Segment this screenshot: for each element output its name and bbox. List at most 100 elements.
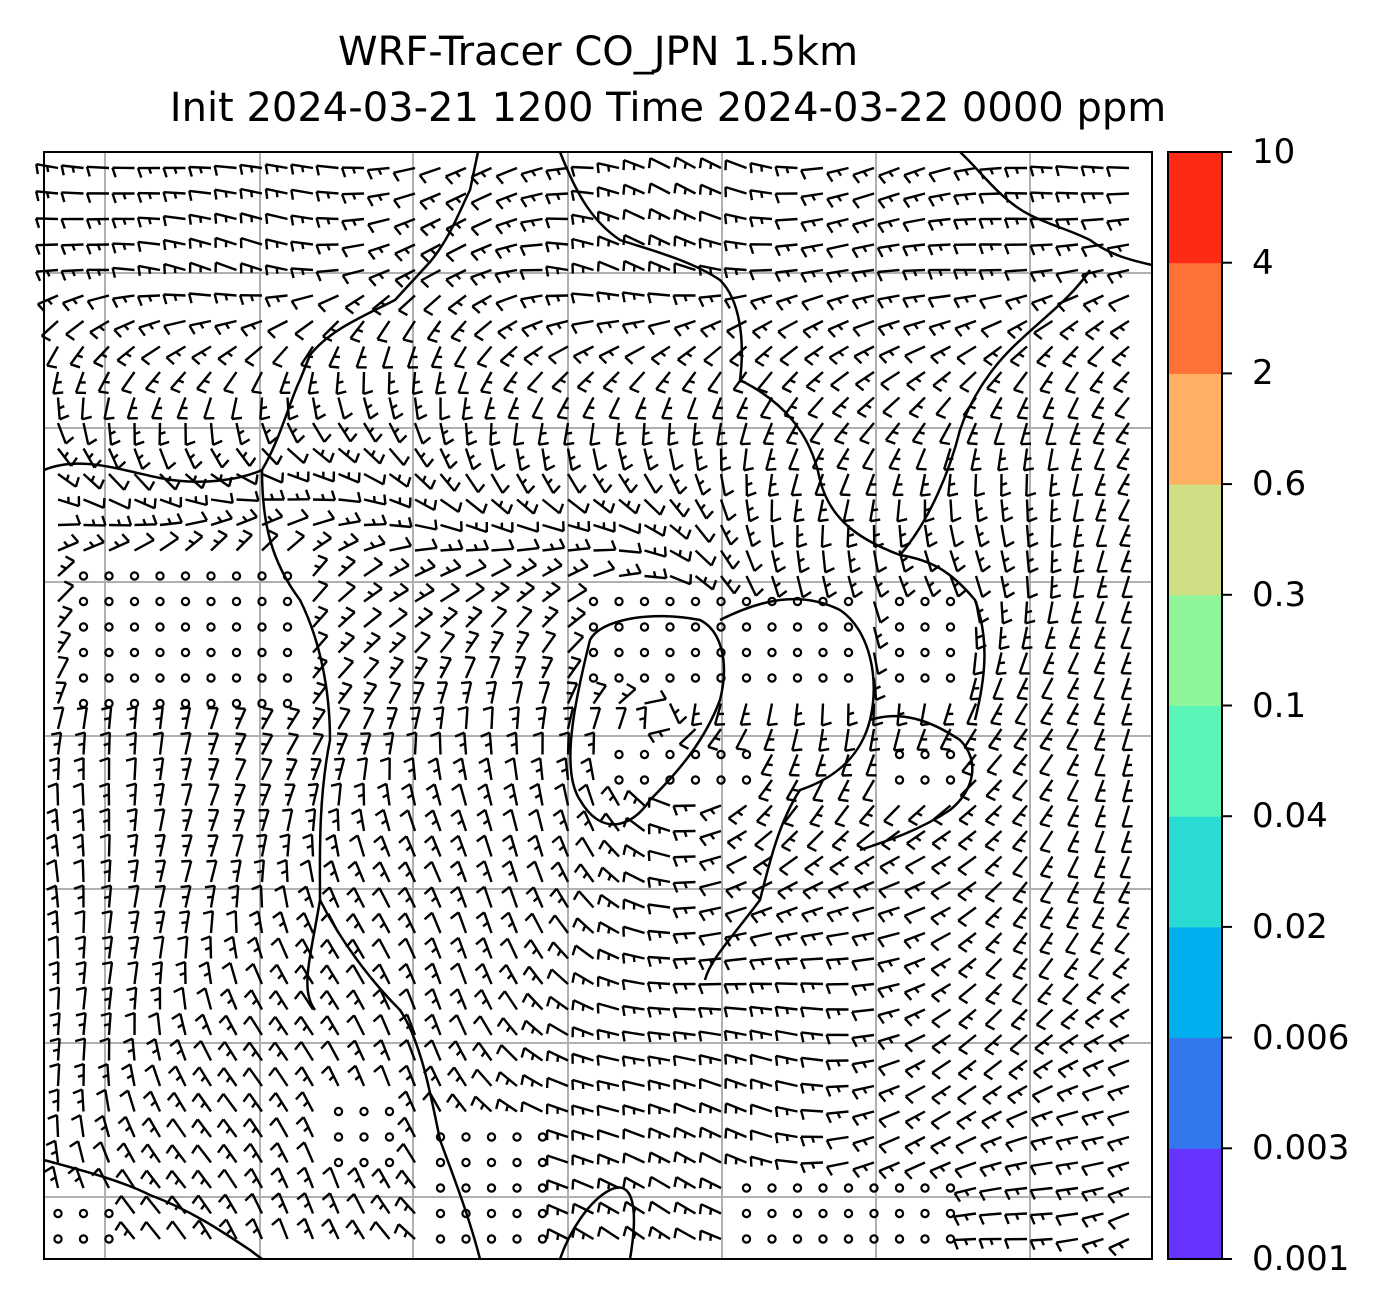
wind-barb xyxy=(1115,422,1130,445)
wind-barb xyxy=(646,981,671,993)
wind-barb xyxy=(837,779,850,803)
wind-barb xyxy=(777,880,799,900)
wind-barb xyxy=(826,906,849,923)
wind-barb xyxy=(954,1161,977,1179)
wind-barb xyxy=(82,447,102,469)
wind-barb xyxy=(457,705,469,730)
wind-barb xyxy=(978,1212,1002,1225)
wind-barb xyxy=(673,156,697,170)
wind-barb xyxy=(596,1054,620,1066)
wind-barb xyxy=(270,937,289,959)
wind-barb xyxy=(754,830,773,852)
wind-barb xyxy=(834,804,850,828)
wind-barb xyxy=(338,511,362,527)
wind-barb xyxy=(312,681,328,705)
wind-barb xyxy=(692,422,704,447)
wind-barb xyxy=(386,707,398,730)
wind-barb xyxy=(622,1152,646,1164)
wind-barb xyxy=(698,183,722,196)
wind-barb xyxy=(108,498,132,510)
wind-barb xyxy=(75,986,87,1010)
wind-barb xyxy=(299,859,315,883)
wind-barb xyxy=(1012,753,1028,777)
wind-barb xyxy=(672,880,696,893)
wind-barb xyxy=(1030,1110,1053,1128)
wind-barb xyxy=(796,524,808,549)
wind-barb xyxy=(966,422,978,446)
wind-barb xyxy=(363,681,378,705)
calm-marker xyxy=(333,1132,344,1142)
wind-barb xyxy=(1000,575,1016,599)
wind-barb xyxy=(475,911,493,934)
wind-barb xyxy=(239,187,263,200)
wind-barb xyxy=(312,580,329,603)
wind-barb xyxy=(831,396,850,419)
calm-marker xyxy=(945,596,956,607)
wind-barb xyxy=(344,294,365,315)
wind-barb xyxy=(398,1064,417,1087)
calm-marker xyxy=(384,1157,395,1168)
wind-barb xyxy=(1004,1161,1028,1177)
wind-barb xyxy=(264,264,288,276)
wind-barb xyxy=(188,319,212,335)
wind-barb xyxy=(984,830,1003,852)
wind-barb xyxy=(1009,345,1028,368)
wind-barb xyxy=(647,1055,671,1067)
wind-barb xyxy=(570,165,594,177)
wind-barb xyxy=(1055,1110,1079,1127)
wind-barb xyxy=(1056,1084,1079,1103)
wind-barb xyxy=(350,808,366,832)
wind-barb xyxy=(101,884,113,908)
wind-barb xyxy=(1064,371,1079,394)
wind-barb xyxy=(1034,1034,1054,1056)
wind-barb xyxy=(699,829,722,847)
wind-barb xyxy=(949,524,965,548)
wind-barb xyxy=(546,1154,569,1166)
wind-barb xyxy=(799,1135,824,1147)
wind-barb xyxy=(460,680,473,704)
wind-barb xyxy=(703,345,722,367)
calm-marker xyxy=(155,571,165,581)
wind-barb xyxy=(1007,1084,1028,1105)
chart-subtitle: Init 2024-03-21 1200 Time 2024-03-22 000… xyxy=(169,85,1167,131)
wind-barb xyxy=(749,1103,773,1115)
wind-barb xyxy=(672,294,696,306)
wind-barb xyxy=(260,732,274,756)
wind-barb xyxy=(596,948,620,961)
wind-barb xyxy=(503,371,518,394)
wind-barb xyxy=(827,319,849,338)
wind-barb xyxy=(854,371,875,392)
wind-barb xyxy=(617,448,634,471)
wind-barb xyxy=(321,1192,340,1214)
calm-marker xyxy=(129,673,140,683)
wind-barb xyxy=(597,210,620,222)
wind-barb xyxy=(293,1015,315,1036)
wind-barb xyxy=(175,960,187,985)
wind-barb xyxy=(269,1117,289,1138)
wind-barb xyxy=(437,681,449,704)
wind-barb xyxy=(957,906,977,928)
wind-barb xyxy=(475,860,493,883)
wind-barb xyxy=(596,1225,620,1241)
wind-barb xyxy=(898,550,914,573)
wind-barb xyxy=(1096,550,1108,573)
wind-barb xyxy=(82,422,98,446)
wind-barb xyxy=(1084,1008,1105,1030)
wind-barb xyxy=(903,982,926,1001)
wind-barb xyxy=(541,473,561,494)
wind-barb xyxy=(983,345,1003,367)
wind-barb xyxy=(290,214,314,226)
wind-barb xyxy=(470,243,492,262)
wind-barb xyxy=(545,1203,569,1216)
wind-barb xyxy=(166,1118,187,1138)
wind-barb xyxy=(566,473,587,494)
wind-barb xyxy=(865,473,877,496)
wind-barb xyxy=(618,498,641,515)
wind-barb xyxy=(902,294,926,309)
calm-marker xyxy=(767,596,777,607)
wind-barb xyxy=(336,732,349,755)
wind-barb xyxy=(622,208,646,221)
wind-barb xyxy=(470,217,492,237)
wind-barb xyxy=(111,192,135,204)
chart-title: WRF-Tracer CO_JPN 1.5km xyxy=(337,29,859,75)
